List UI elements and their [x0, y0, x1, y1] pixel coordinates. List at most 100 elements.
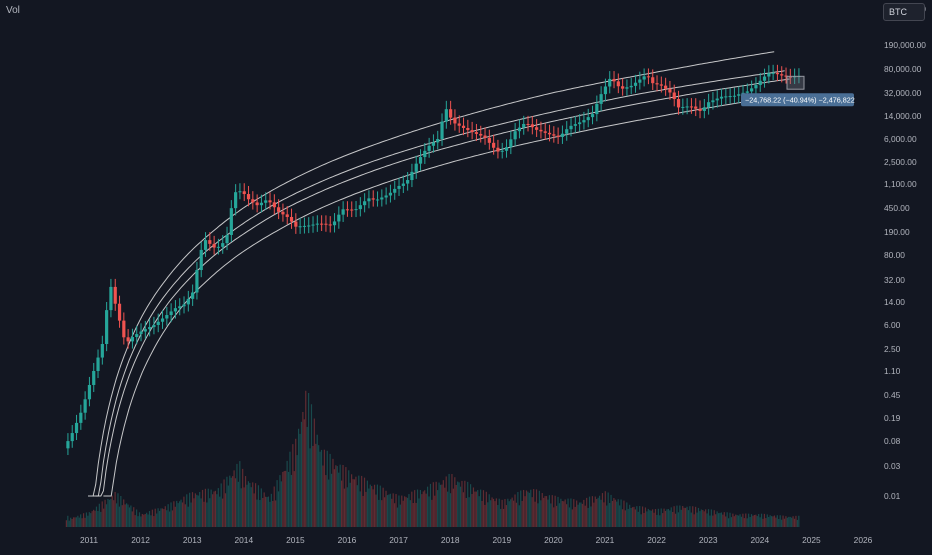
volume-bar	[204, 488, 207, 527]
volume-bar	[756, 516, 758, 527]
volume-bar	[725, 516, 727, 527]
candle-body	[483, 135, 487, 138]
volume-bar	[707, 509, 710, 527]
candle-body	[264, 200, 268, 203]
volume-bar	[570, 498, 572, 527]
candle-body	[539, 129, 543, 132]
volume-bar	[640, 514, 642, 527]
volume-bar	[735, 514, 737, 527]
candle-body	[573, 124, 577, 126]
volume-bar	[482, 490, 485, 527]
candle-body	[294, 221, 298, 227]
volume-bar	[211, 494, 214, 527]
volume-bar	[263, 492, 265, 527]
candle-body	[117, 303, 122, 321]
volume-bar	[543, 497, 545, 527]
volume-bar	[442, 480, 444, 527]
volume-bar	[699, 511, 701, 527]
volume-bar	[342, 464, 344, 527]
volume-bar	[209, 498, 211, 527]
candle-body	[676, 99, 681, 108]
candle-body	[281, 211, 285, 215]
candle-body	[182, 304, 186, 307]
volume-bar	[115, 503, 118, 527]
volume-bar	[88, 512, 90, 527]
volume-bar	[71, 518, 73, 527]
volume-bar	[484, 504, 486, 527]
volume-bar	[280, 481, 282, 527]
volume-bar	[272, 500, 274, 527]
volume-bar	[108, 499, 110, 527]
volume-bar	[793, 518, 796, 527]
volume-bar	[555, 505, 558, 527]
volume-bar	[558, 503, 561, 527]
volume-bar	[683, 507, 685, 527]
candle-body	[586, 117, 590, 121]
volume-bar	[409, 500, 411, 527]
volume-bar	[333, 469, 336, 527]
time-axis[interactable]: 2011 2012 2013 2014 2015 2016 2017 2018 2019 2020…	[80, 535, 873, 545]
volume-bar	[257, 485, 260, 527]
volume-bar	[388, 494, 390, 527]
volume-bar	[788, 516, 790, 527]
volume-bar	[488, 494, 490, 527]
candle-body	[423, 150, 427, 158]
price-axis[interactable]: 420,000.00190,000.0080,000.0032,000.0014…	[878, 0, 932, 550]
volume-bar	[441, 484, 443, 527]
symbol-badge[interactable]: BTC	[883, 3, 925, 21]
volume-bar	[315, 443, 317, 527]
candle-body	[113, 286, 117, 304]
volume-bar	[705, 509, 707, 527]
volume-bar	[300, 421, 303, 527]
volume-bar	[706, 513, 708, 527]
candle-body	[780, 74, 784, 76]
volume-bar	[97, 511, 99, 527]
candle-body	[380, 197, 384, 200]
candle-body	[642, 76, 646, 80]
candle-body	[212, 243, 216, 248]
volume-bar	[128, 507, 131, 527]
volume-bar	[566, 504, 568, 527]
measure-tool[interactable]: −24,768.22 (−40.94%) −2,476,822	[741, 75, 855, 107]
volume-bar	[181, 502, 184, 527]
volume-bar	[345, 467, 347, 527]
volume-bar	[740, 516, 743, 527]
volume-bar	[702, 510, 704, 527]
volume-bar	[151, 509, 153, 527]
volume-bar	[783, 518, 786, 527]
volume-bar	[782, 515, 784, 527]
volume-bar	[454, 477, 456, 527]
volume-bar	[527, 491, 529, 527]
candle-body	[578, 122, 582, 125]
volume-bar	[250, 487, 252, 527]
volume-bar	[363, 477, 366, 527]
volume-bar	[614, 499, 616, 527]
candle-body	[728, 96, 732, 98]
volume-bar	[520, 490, 522, 527]
candle-body	[724, 96, 728, 98]
volume-bar	[90, 513, 92, 527]
candle-body	[732, 95, 737, 97]
volume-indicator-label[interactable]: Vol	[6, 5, 20, 16]
volume-bar	[606, 505, 608, 527]
volume-bar	[224, 493, 227, 527]
volume-bar	[269, 501, 271, 527]
candle-body	[289, 216, 294, 222]
price-tick-label: 0.01	[884, 491, 901, 501]
time-tick-label: 2021	[596, 535, 615, 545]
volume-bar	[338, 472, 340, 527]
volume-bar	[472, 487, 475, 527]
candle-body	[130, 336, 135, 342]
volume-bar	[502, 508, 505, 527]
volume-bar	[166, 510, 168, 527]
volume-bar	[276, 480, 278, 527]
volume-bar	[752, 515, 754, 527]
time-tick-label: 2026	[854, 535, 873, 545]
volume-bar	[254, 483, 257, 527]
candle-body	[681, 106, 685, 108]
candle-body	[599, 94, 603, 104]
volume-bar	[68, 520, 70, 527]
volume-bar	[67, 515, 69, 527]
